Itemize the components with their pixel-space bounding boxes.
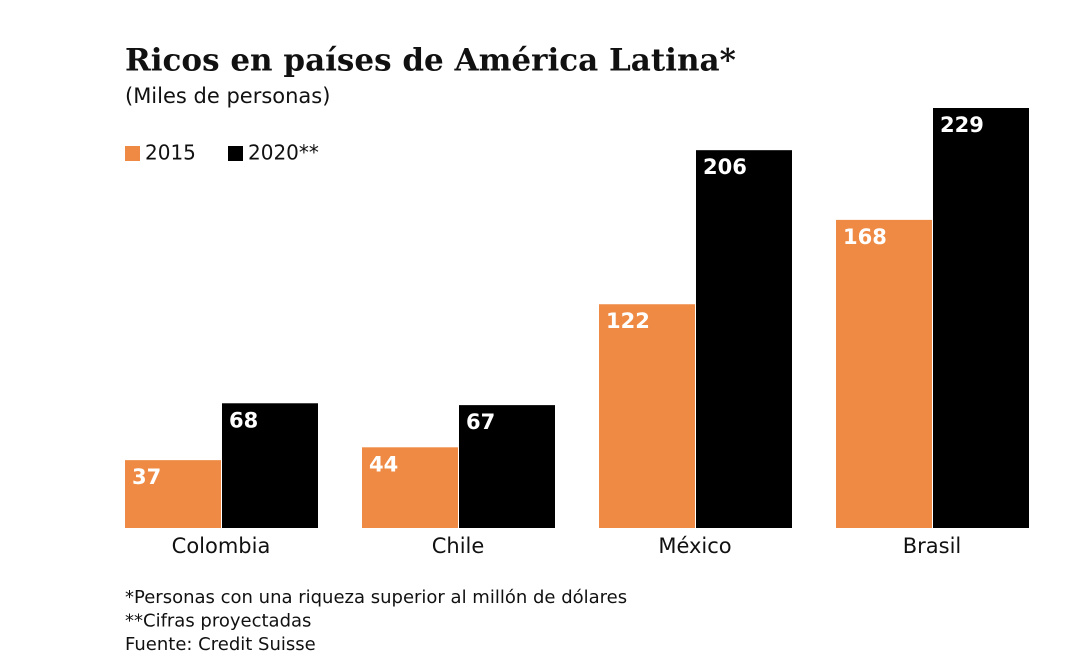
value-label: 67: [466, 410, 495, 434]
value-label: 68: [229, 408, 258, 432]
bar: [459, 405, 555, 528]
legend-swatch: [228, 146, 243, 161]
footnote: **Cifras proyectadas: [125, 611, 311, 632]
legend-label: 2020**: [248, 141, 319, 165]
bar: [696, 150, 792, 528]
footnote: Fuente: Credit Suisse: [125, 634, 316, 655]
value-label: 122: [606, 309, 650, 333]
bar: [933, 108, 1029, 528]
x-tick-label: Brasil: [903, 534, 962, 558]
value-label: 168: [843, 225, 887, 249]
value-label: 44: [369, 452, 398, 476]
x-tick-label: México: [658, 534, 731, 558]
x-tick-label: Colombia: [172, 534, 271, 558]
bar: [362, 447, 458, 528]
x-tick-label: Chile: [432, 534, 485, 558]
footnote: *Personas con una riqueza superior al mi…: [125, 587, 627, 608]
legend-label: 2015: [145, 141, 196, 165]
value-label: 37: [132, 465, 161, 489]
chart-title: Ricos en países de América Latina*: [125, 43, 736, 79]
chart-subtitle: (Miles de personas): [125, 84, 330, 108]
legend-swatch: [125, 146, 140, 161]
value-label: 229: [940, 113, 984, 137]
bar: [125, 460, 221, 528]
value-label: 206: [703, 155, 747, 179]
bar: [836, 219, 932, 528]
bar: [222, 403, 318, 528]
bar: [599, 304, 695, 528]
